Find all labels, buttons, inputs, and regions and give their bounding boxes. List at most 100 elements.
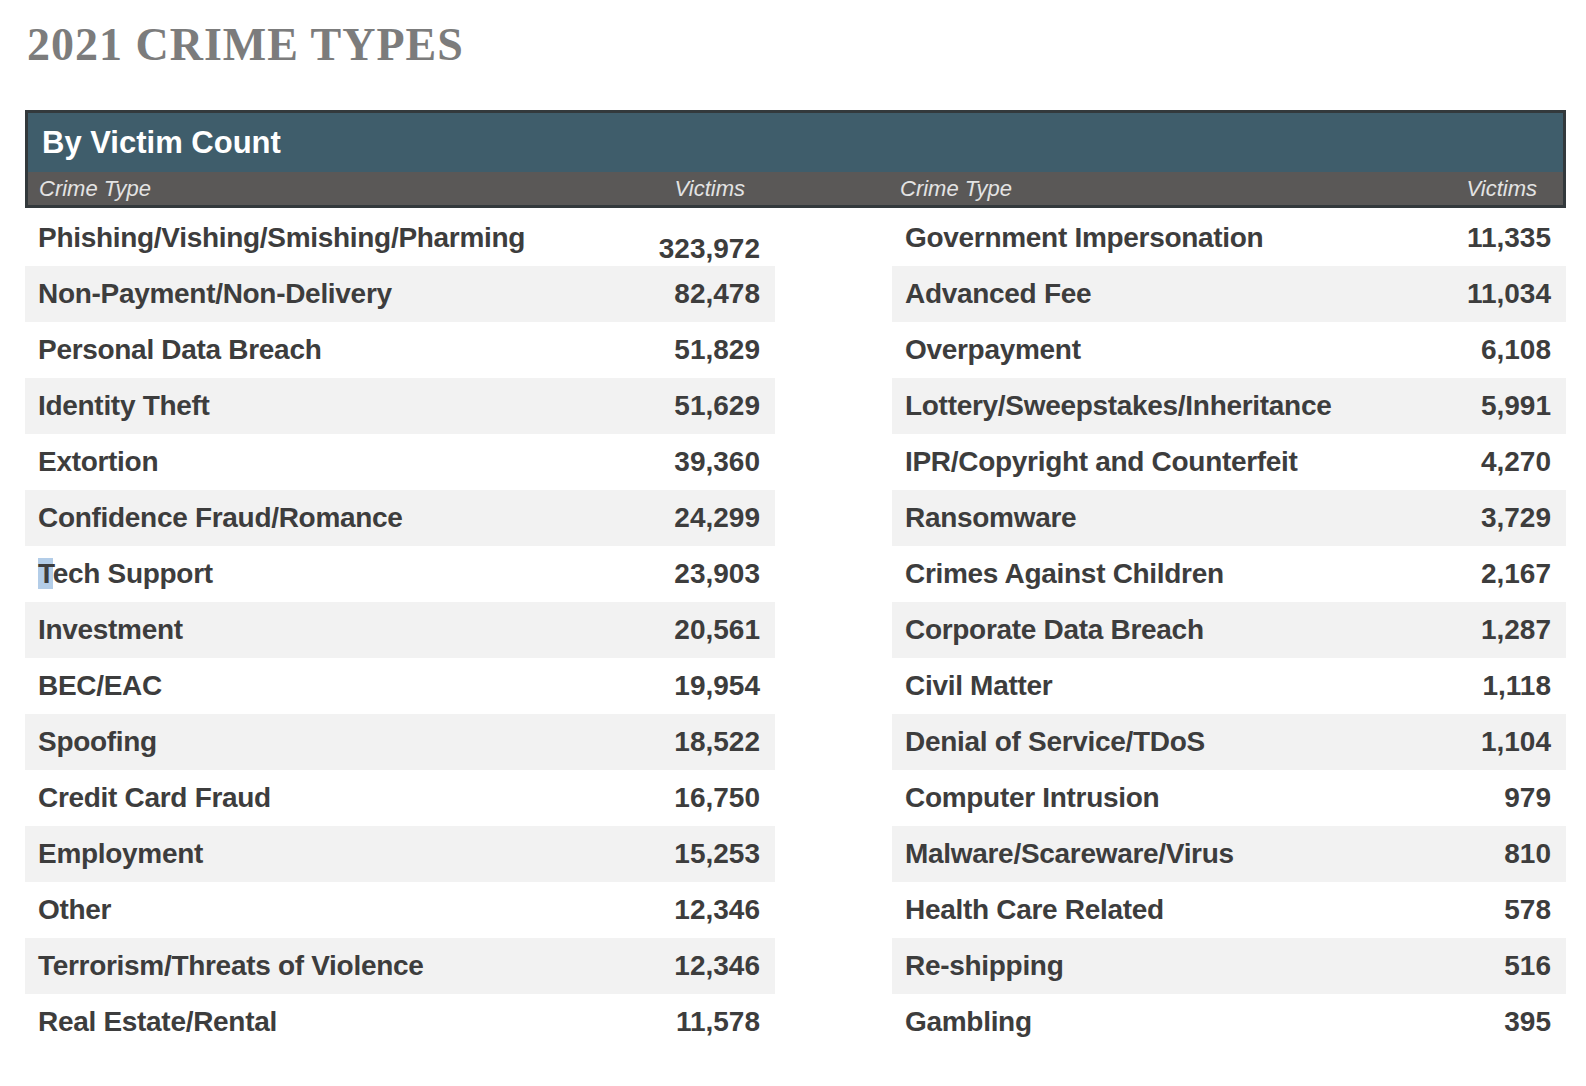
table-row: Overpayment 6,108 xyxy=(892,322,1566,378)
table-row: Crimes Against Children 2,167 xyxy=(892,546,1566,602)
victims-value: 15,253 xyxy=(674,838,760,870)
table-row: Tech Support 23,903 xyxy=(25,546,775,602)
table-body: Phishing/Vishing/Smishing/Pharming323,97… xyxy=(25,210,1566,1050)
crime-type-label: Gambling xyxy=(905,1006,1032,1038)
crime-type-label: Health Care Related xyxy=(905,894,1164,926)
table-row: Government Impersonation 11,335 xyxy=(892,210,1566,266)
crime-type-label: Overpayment xyxy=(905,334,1081,366)
victims-value: 1,104 xyxy=(1481,726,1551,758)
victims-value: 11,578 xyxy=(676,1006,760,1038)
table-row: Real Estate/Rental 11,578 xyxy=(25,994,775,1050)
victims-value: 5,991 xyxy=(1481,390,1551,422)
victims-value: 810 xyxy=(1504,838,1551,870)
table-row: Extortion 39,360 xyxy=(25,434,775,490)
table-row: BEC/EAC 19,954 xyxy=(25,658,775,714)
crime-type-label: Malware/Scareware/Virus xyxy=(905,838,1234,870)
left-column-headers: Crime Type Victims xyxy=(28,176,778,202)
crime-type-label: Investment xyxy=(38,614,183,646)
victims-value: 516 xyxy=(1504,950,1551,982)
table-row: Terrorism/Threats of Violence 12,346 xyxy=(25,938,775,994)
victims-value: 24,299 xyxy=(674,502,760,534)
table-row: Spoofing 18,522 xyxy=(25,714,775,770)
table-row: Investment 20,561 xyxy=(25,602,775,658)
left-crime-type-header: Crime Type xyxy=(39,176,151,202)
crime-type-label: Non-Payment/Non-Delivery xyxy=(38,278,392,310)
victims-value: 6,108 xyxy=(1481,334,1551,366)
victims-value: 395 xyxy=(1504,1006,1551,1038)
victims-value: 2,167 xyxy=(1481,558,1551,590)
crime-type-label: Tech Support xyxy=(38,558,213,590)
table-row: Advanced Fee 11,034 xyxy=(892,266,1566,322)
victims-value: 3,729 xyxy=(1481,502,1551,534)
crime-type-label: Extortion xyxy=(38,446,158,478)
table-row: Other12,346 xyxy=(25,882,775,938)
crime-type-label: Corporate Data Breach xyxy=(905,614,1204,646)
victims-value: 4,270 xyxy=(1481,446,1551,478)
table-row: Phishing/Vishing/Smishing/Pharming323,97… xyxy=(25,210,775,266)
victims-value: 23,903 xyxy=(674,558,760,590)
right-column-headers: Crime Type Victims xyxy=(892,176,1563,202)
crime-type-label: Advanced Fee xyxy=(905,278,1091,310)
crime-type-label: Denial of Service/TDoS xyxy=(905,726,1205,758)
crime-type-label: Personal Data Breach xyxy=(38,334,321,366)
table-title: By Victim Count xyxy=(42,125,281,161)
crime-type-label: Re-shipping xyxy=(905,950,1063,982)
victims-value: 82,478 xyxy=(674,278,760,310)
table-row: Computer Intrusion 979 xyxy=(892,770,1566,826)
table-row: Lottery/Sweepstakes/Inheritance 5,991 xyxy=(892,378,1566,434)
victims-value: 12,346 xyxy=(674,950,760,982)
victims-value: 20,561 xyxy=(674,614,760,646)
victims-value: 16,750 xyxy=(674,782,760,814)
crime-type-label: Crimes Against Children xyxy=(905,558,1224,590)
crime-type-label: Employment xyxy=(38,838,203,870)
crime-type-label: Phishing/Vishing/Smishing/Pharming xyxy=(38,222,525,254)
victims-value: 18,522 xyxy=(674,726,760,758)
crime-type-label: BEC/EAC xyxy=(38,670,162,702)
crime-type-label: IPR/Copyright and Counterfeit xyxy=(905,446,1298,478)
table-row: Corporate Data Breach 1,287 xyxy=(892,602,1566,658)
crime-type-label: Credit Card Fraud xyxy=(38,782,271,814)
table-row: Ransomware 3,729 xyxy=(892,490,1566,546)
crime-type-label: Confidence Fraud/Romance xyxy=(38,502,403,534)
table-row: Gambling 395 xyxy=(892,994,1566,1050)
victims-value: 19,954 xyxy=(674,670,760,702)
table-row: Denial of Service/TDoS 1,104 xyxy=(892,714,1566,770)
table-row: Malware/Scareware/Virus 810 xyxy=(892,826,1566,882)
table-header-block: By Victim Count Crime Type Victims Crime… xyxy=(25,110,1566,208)
right-column: Government Impersonation 11,335 Advanced F… xyxy=(892,210,1566,1050)
victims-value: 1,118 xyxy=(1482,670,1551,702)
table-row: IPR/Copyright and Counterfeit 4,270 xyxy=(892,434,1566,490)
victims-value: 1,287 xyxy=(1481,614,1551,646)
column-gap xyxy=(775,210,892,1050)
crime-type-label: Terrorism/Threats of Violence xyxy=(38,950,424,982)
crime-type-label: Government Impersonation xyxy=(905,222,1263,254)
left-column: Phishing/Vishing/Smishing/Pharming323,97… xyxy=(25,210,775,1050)
right-victims-header: Victims xyxy=(1467,176,1538,202)
crime-type-label: Civil Matter xyxy=(905,670,1052,702)
crime-type-label: Lottery/Sweepstakes/Inheritance xyxy=(905,390,1331,422)
crime-type-label: Real Estate/Rental xyxy=(38,1006,277,1038)
right-crime-type-header: Crime Type xyxy=(900,176,1012,202)
table-row: Credit Card Fraud 16,750 xyxy=(25,770,775,826)
table-title-bar: By Victim Count xyxy=(28,113,1563,172)
victims-value: 11,335 xyxy=(1467,222,1551,254)
victims-value: 51,829 xyxy=(674,334,760,366)
table-row: Re-shipping 516 xyxy=(892,938,1566,994)
table-row: Health Care Related578 xyxy=(892,882,1566,938)
victims-value: 979 xyxy=(1504,782,1551,814)
victims-value: 39,360 xyxy=(674,446,760,478)
crime-type-label: Identity Theft xyxy=(38,390,210,422)
crime-type-label: Other xyxy=(38,894,111,926)
page-title: 2021 CRIME TYPES xyxy=(27,18,464,71)
victims-value: 51,629 xyxy=(674,390,760,422)
crime-type-label: Ransomware xyxy=(905,502,1076,534)
crime-type-label: Computer Intrusion xyxy=(905,782,1159,814)
table-row: Identity Theft 51,629 xyxy=(25,378,775,434)
report-page: { "title": "2021 CRIME TYPES", "table": … xyxy=(0,0,1586,1086)
selected-text: T xyxy=(38,558,53,589)
table-row: Confidence Fraud/Romance 24,299 xyxy=(25,490,775,546)
crime-type-label: Spoofing xyxy=(38,726,157,758)
table-row: Personal Data Breach 51,829 xyxy=(25,322,775,378)
left-victims-header: Victims xyxy=(675,176,746,202)
victims-value: 11,034 xyxy=(1467,278,1551,310)
